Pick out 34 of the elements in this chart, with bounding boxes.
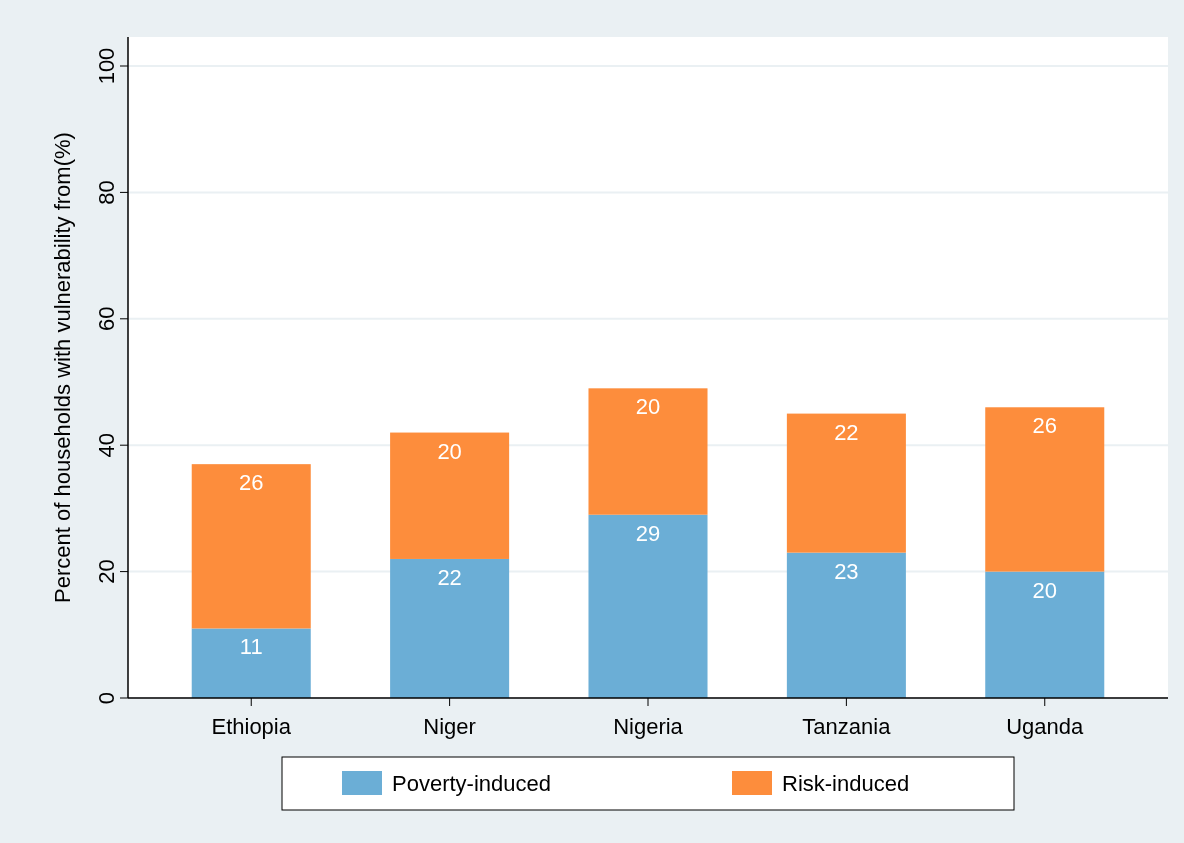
- x-tick-label: Uganda: [1006, 714, 1085, 739]
- x-tick-label: Tanzania: [802, 714, 892, 739]
- y-tick-label: 60: [94, 306, 119, 332]
- bar: [390, 558, 510, 698]
- x-tick-label: Ethiopia: [211, 714, 292, 739]
- y-tick-label: 20: [94, 559, 119, 584]
- data-label: 22: [437, 564, 462, 590]
- legend-label: Risk-induced: [782, 771, 910, 796]
- bar: [191, 464, 311, 629]
- y-tick-label: 0: [94, 691, 119, 705]
- bar: [985, 407, 1105, 572]
- data-label: 22: [834, 419, 859, 445]
- bar: [786, 413, 906, 553]
- x-tick-label: Niger: [423, 714, 476, 739]
- data-label: 20: [437, 438, 462, 464]
- bar: [588, 514, 708, 698]
- data-label: 26: [239, 470, 264, 496]
- data-label: 29: [635, 520, 661, 546]
- y-axis-title: Percent of households with vulnerability from(%): [50, 132, 75, 603]
- bar: [985, 571, 1105, 698]
- y-tick-label: 40: [94, 432, 119, 458]
- data-label: 20: [635, 394, 661, 420]
- bar: [786, 552, 906, 698]
- y-tick-label: 80: [94, 180, 119, 205]
- y-tick-label: 100: [94, 47, 119, 85]
- legend-label: Poverty-induced: [392, 771, 551, 796]
- bar: [191, 628, 311, 698]
- bar: [390, 432, 510, 559]
- data-label: 23: [834, 558, 859, 584]
- x-tick-label: Nigeria: [613, 714, 684, 739]
- bar: [588, 388, 708, 515]
- data-label: 26: [1032, 413, 1057, 439]
- data-label: 11: [239, 634, 263, 660]
- data-label: 20: [1032, 577, 1057, 603]
